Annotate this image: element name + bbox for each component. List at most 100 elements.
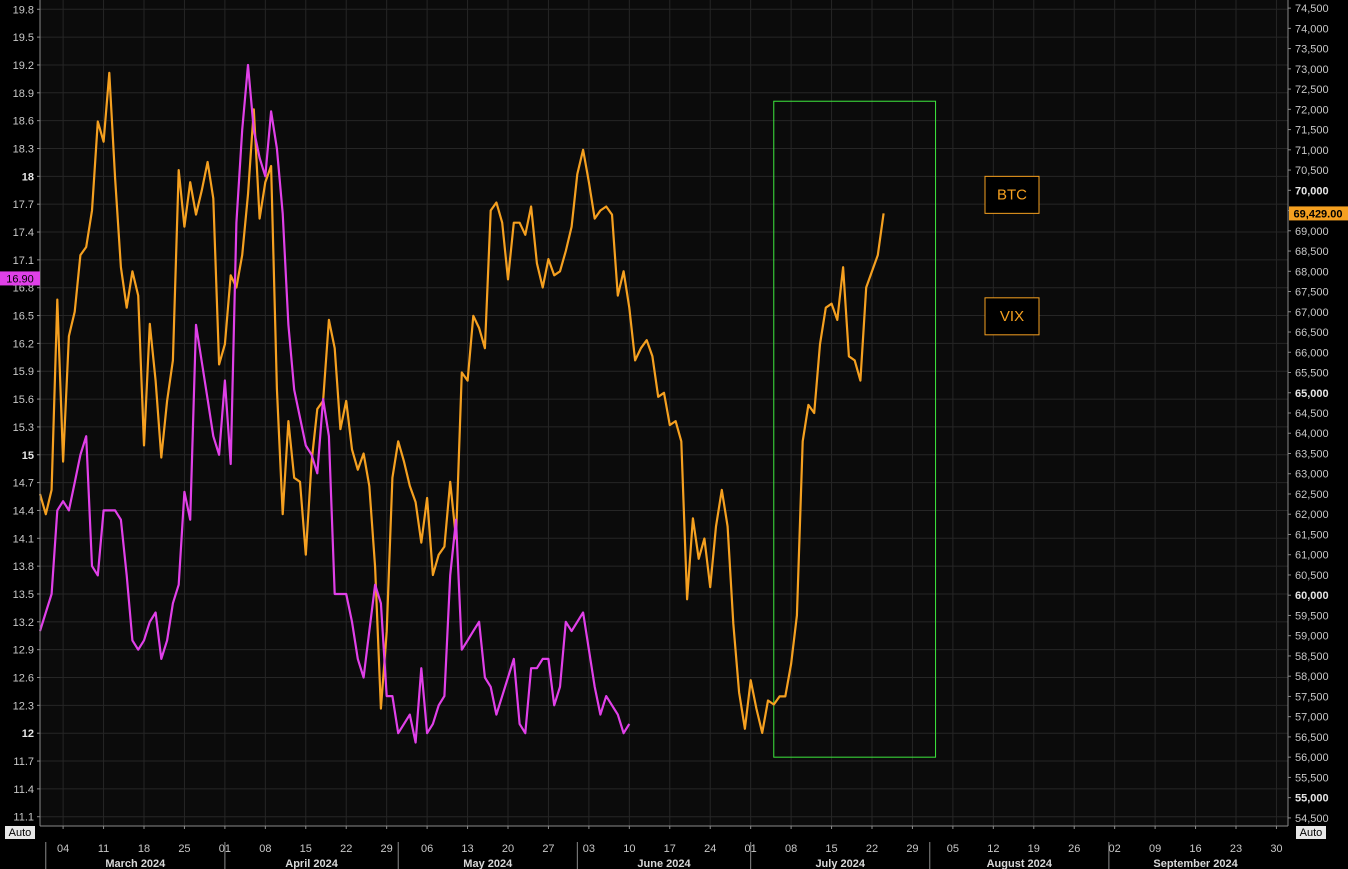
right-tick-label: 61,000 (1295, 550, 1329, 562)
x-tick-label: 22 (866, 843, 878, 855)
series-layer (38, 63, 885, 744)
left-tick-label: 15.6 (13, 394, 34, 406)
right-tick-label: 55,000 (1295, 793, 1329, 805)
highlight-box (773, 100, 937, 758)
left-tick-label: 18 (22, 171, 34, 183)
x-tick-label: 29 (381, 843, 393, 855)
right-tick-label: 68,500 (1295, 246, 1329, 258)
x-tick-label: 15 (300, 843, 312, 855)
left-tick-label: 16.2 (13, 338, 34, 350)
x-tick-label: 09 (1149, 843, 1161, 855)
right-last-value-text: 69,429.00 (1294, 208, 1343, 220)
left-tick-label: 15 (22, 450, 34, 462)
label-box-vix (984, 297, 1040, 336)
left-tick-label: 19.2 (13, 60, 34, 72)
grid-lines (40, 0, 1288, 826)
autoscale-button-label: Auto (9, 827, 32, 839)
autoscale-button-bg (5, 826, 35, 839)
x-tick-label: 03 (583, 843, 595, 855)
right-tick-label: 72,500 (1295, 84, 1329, 96)
left-tick-label: 18.3 (13, 143, 34, 155)
x-tick-label: 08 (785, 843, 797, 855)
x-tick-label: 04 (57, 843, 69, 855)
x-tick-label: 10 (623, 843, 635, 855)
right-tick-label: 57,500 (1295, 691, 1329, 703)
x-tick-label: 02 (1109, 843, 1121, 855)
right-tick-label: 63,000 (1295, 469, 1329, 481)
left-tick-label: 18.6 (13, 116, 34, 128)
right-tick-label: 60,500 (1295, 570, 1329, 582)
month-label: June 2024 (637, 858, 691, 869)
month-label: March 2024 (105, 858, 166, 869)
right-tick-label: 73,500 (1295, 44, 1329, 56)
left-tick-label: 11.1 (13, 812, 34, 824)
right-tick-label: 74,000 (1295, 23, 1329, 35)
label-box-btc (984, 175, 1040, 214)
x-axis: 04 11 18 25 01 08 15 22 29 06 13 20 27 03 10 17 24 01 08 15… (40, 825, 1288, 869)
x-tick-label: 30 (1270, 843, 1282, 855)
left-last-value-text: 16.90 (6, 273, 34, 285)
left-tick-label: 15.3 (13, 422, 34, 434)
month-label: September 2024 (1153, 858, 1238, 869)
right-last-value-badge (1289, 206, 1348, 221)
right-tick-label: 64,500 (1295, 408, 1329, 420)
left-tick-label: 18.9 (13, 88, 34, 100)
autoscale-button-bg (1296, 826, 1326, 839)
x-tick-label: 26 (1068, 843, 1080, 855)
right-tick-label: 58,000 (1295, 671, 1329, 683)
month-label: May 2024 (463, 858, 513, 869)
x-tick-label: 06 (421, 843, 433, 855)
right-y-axis: 74,500 74,000 73,500 73,000 72,500 72,000 71,5… (1287, 0, 1348, 826)
left-tick-label: 12.9 (13, 645, 34, 657)
right-tick-label: 65,000 (1295, 388, 1329, 400)
left-tick-label: 11.4 (13, 784, 34, 796)
left-tick-label: 15.9 (13, 366, 34, 378)
x-tick-label: 23 (1230, 843, 1242, 855)
right-tick-label: 62,500 (1295, 489, 1329, 501)
left-tick-label: 17.4 (13, 227, 34, 239)
autoscale-button[interactable]: Auto (1296, 826, 1326, 839)
left-y-axis: 19.8 19.5 19.2 18.9 18.6 18.3 18 17.7 17.4 17.1 16… (0, 0, 41, 826)
right-tick-label: 59,000 (1295, 631, 1329, 643)
left-last-value-badge (0, 271, 40, 286)
left-tick-label: 14.7 (13, 478, 34, 490)
right-tick-label: 60,000 (1295, 590, 1329, 602)
right-tick-label: 56,000 (1295, 752, 1329, 764)
left-tick-label: 12.6 (13, 673, 34, 685)
right-tick-label: 54,500 (1295, 813, 1329, 825)
right-tick-label: 74,500 (1295, 3, 1329, 15)
right-tick-label: 69,000 (1295, 226, 1329, 238)
left-tick-label: 14.4 (13, 505, 34, 517)
plot-area (40, 0, 1288, 826)
autoscale-button-label: Auto (1300, 827, 1323, 839)
x-tick-label: 11 (98, 843, 109, 855)
annotation-layer: BTC VIX (773, 100, 1040, 758)
x-tick-label: 25 (178, 843, 190, 855)
label-text-vix: VIX (1000, 308, 1024, 325)
x-tick-label: 08 (259, 843, 271, 855)
autoscale-button[interactable]: Auto (5, 826, 35, 839)
right-tick-label: 62,000 (1295, 509, 1329, 521)
right-tick-label: 55,500 (1295, 772, 1329, 784)
left-tick-label: 12.3 (13, 700, 34, 712)
x-tick-label: 19 (1028, 843, 1040, 855)
series-line-vix (38, 63, 631, 744)
x-tick-label: 20 (502, 843, 514, 855)
left-tick-label: 14.1 (13, 533, 34, 545)
x-tick-label: 18 (138, 843, 150, 855)
left-tick-label: 16.5 (13, 311, 34, 323)
right-tick-label: 67,500 (1295, 287, 1329, 299)
x-tick-label: 27 (542, 843, 554, 855)
left-tick-label: 13.8 (13, 561, 34, 573)
left-tick-label: 19.8 (13, 4, 34, 16)
right-tick-label: 66,000 (1295, 347, 1329, 359)
x-tick-label: 15 (825, 843, 837, 855)
right-tick-label: 71,500 (1295, 125, 1329, 137)
right-tick-label: 67,000 (1295, 307, 1329, 319)
autoscale-buttons: Auto Auto (5, 826, 1326, 839)
x-tick-label: 16 (1189, 843, 1201, 855)
right-tick-label: 63,500 (1295, 448, 1329, 460)
left-tick-label: 11.7 (13, 756, 34, 768)
